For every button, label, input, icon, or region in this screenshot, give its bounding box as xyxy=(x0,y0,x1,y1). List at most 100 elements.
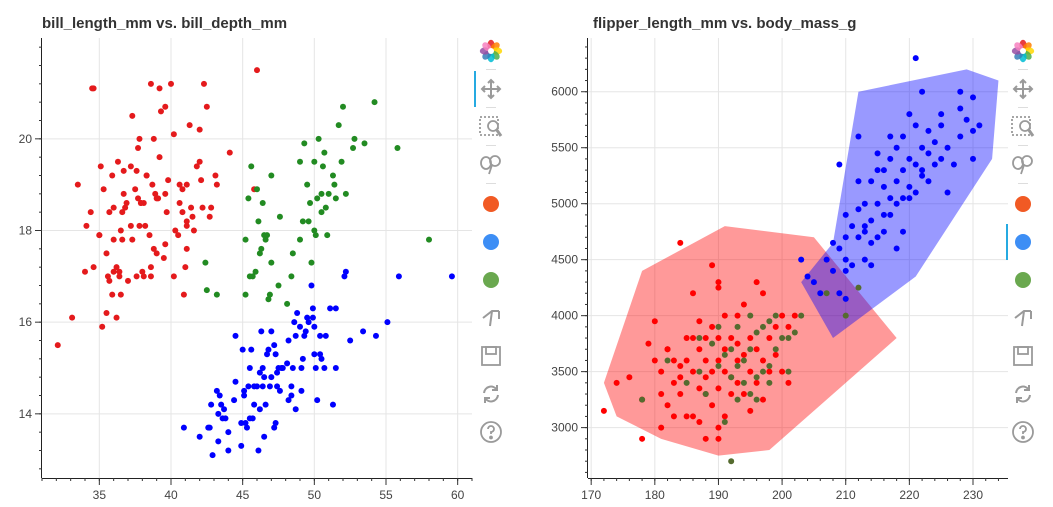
left-data-point xyxy=(305,218,312,225)
right-data-point xyxy=(702,374,709,381)
left-data-point xyxy=(285,397,292,404)
right-data-point xyxy=(600,407,607,414)
left-data-point xyxy=(213,181,220,188)
right-data-point xyxy=(887,211,894,218)
right-data-point xyxy=(709,340,716,347)
help-tool-button[interactable] xyxy=(1008,417,1038,447)
left-data-point xyxy=(245,383,252,390)
right-data-point xyxy=(919,172,926,179)
right-data-point xyxy=(639,396,646,403)
green-circle-button[interactable] xyxy=(1008,265,1038,295)
left-data-point xyxy=(213,291,220,298)
left-data-point xyxy=(241,392,248,399)
zoom-in-tool-button[interactable] xyxy=(476,303,506,333)
left-data-point xyxy=(106,277,113,284)
right-data-point xyxy=(690,335,696,342)
bokeh-logo-icon xyxy=(1011,39,1035,63)
left-data-point xyxy=(298,387,305,394)
left-data-point xyxy=(170,273,177,280)
red-circle-button[interactable] xyxy=(476,189,506,219)
left-data-point xyxy=(222,415,229,422)
right-data-point xyxy=(772,323,779,330)
left-data-point xyxy=(175,232,182,239)
right-data-point xyxy=(753,396,760,403)
left-scatter-plot[interactable]: 35 40 45 50 55 60 14 16 18 20 xyxy=(0,0,530,507)
left-data-point xyxy=(248,163,255,170)
right-data-point xyxy=(753,329,760,336)
bokeh-logo-link[interactable] xyxy=(476,36,506,66)
right-data-point xyxy=(658,368,665,375)
left-data-point xyxy=(198,177,205,184)
left-x-tick-label: 40 xyxy=(164,488,178,502)
left-data-point xyxy=(189,213,196,220)
green-circle-button[interactable] xyxy=(476,265,506,295)
left-data-point xyxy=(321,149,328,156)
help-tool-button[interactable] xyxy=(476,417,506,447)
left-data-point xyxy=(135,145,142,151)
left-data-point xyxy=(242,420,249,426)
right-data-point xyxy=(855,234,862,241)
left-data-point xyxy=(241,387,248,394)
right-data-point xyxy=(651,357,658,364)
right-x-tick-label: 200 xyxy=(772,488,792,502)
left-data-point xyxy=(332,195,339,202)
right-data-point xyxy=(874,234,881,241)
left-data-point xyxy=(87,209,94,216)
left-data-point xyxy=(153,250,160,257)
right-data-point xyxy=(855,206,862,213)
left-data-point xyxy=(264,351,271,358)
red-circle-button[interactable] xyxy=(1008,189,1038,219)
right-data-point xyxy=(753,279,760,286)
right-scatter-plot[interactable]: 170 180 190 200 210 220 230 3000 3500 4000 4500 500… xyxy=(530,0,1053,507)
left-data-point xyxy=(249,415,256,422)
left-chart-title: bill_length_mm vs. bill_depth_mm xyxy=(42,15,288,32)
save-tool-button[interactable] xyxy=(476,341,506,371)
left-data-point xyxy=(261,374,268,381)
left-data-point xyxy=(196,158,203,165)
left-data-point xyxy=(193,163,200,170)
bokeh-logo-link[interactable] xyxy=(1008,36,1038,66)
right-data-point xyxy=(740,379,747,386)
left-y-tick-label: 16 xyxy=(19,315,33,329)
right-data-point xyxy=(696,318,703,325)
right-data-point xyxy=(842,312,849,319)
left-data-point xyxy=(338,158,345,165)
box-zoom-tool-button[interactable] xyxy=(476,112,506,142)
right-data-point xyxy=(900,228,906,235)
lasso-select-tool-button[interactable] xyxy=(476,150,506,180)
left-data-point xyxy=(242,236,249,243)
left-data-point xyxy=(394,145,401,151)
right-data-point xyxy=(861,200,868,207)
left-grid xyxy=(42,38,472,478)
right-data-point xyxy=(677,391,684,398)
pan-tool-button[interactable] xyxy=(474,71,506,107)
reset-tool-button[interactable] xyxy=(1008,379,1038,409)
right-x-tick-label: 180 xyxy=(645,488,665,502)
box-zoom-tool-button[interactable] xyxy=(1008,112,1038,142)
left-data-point xyxy=(146,232,153,239)
right-data-point xyxy=(766,363,773,370)
right-data-point xyxy=(900,195,906,202)
zoom-in-tool-button[interactable] xyxy=(1008,303,1038,333)
right-data-point xyxy=(677,239,684,246)
left-data-point xyxy=(265,346,272,353)
left-data-point xyxy=(83,222,90,229)
lasso-select-tool-button[interactable] xyxy=(1008,150,1038,180)
left-data-point xyxy=(308,282,315,289)
left-data-point xyxy=(199,204,206,211)
reset-tool-button[interactable] xyxy=(476,379,506,409)
left-data-point xyxy=(311,158,318,165)
right-data-point xyxy=(715,363,722,370)
right-data-point xyxy=(626,374,633,381)
left-data-point xyxy=(212,172,219,179)
blue-circle-button[interactable] xyxy=(1006,224,1038,260)
box-zoom-tool-icon xyxy=(478,114,504,140)
left-data-point xyxy=(180,291,187,298)
blue-circle-button[interactable] xyxy=(476,227,506,257)
save-tool-button[interactable] xyxy=(1008,341,1038,371)
pan-tool-button[interactable] xyxy=(1008,74,1038,104)
right-data-point xyxy=(970,155,976,162)
left-data-point xyxy=(143,172,150,179)
right-data-point xyxy=(887,133,894,140)
lasso-select-tool-icon xyxy=(478,152,504,178)
